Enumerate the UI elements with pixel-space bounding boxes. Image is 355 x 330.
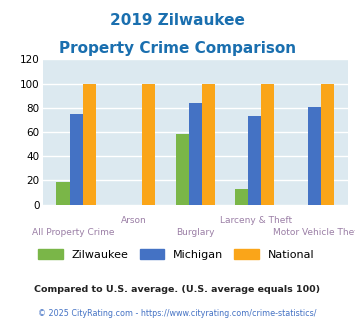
Bar [56, 182, 70, 205]
Text: Property Crime Comparison: Property Crime Comparison [59, 41, 296, 56]
Bar [308, 107, 321, 205]
Text: Burglary: Burglary [176, 228, 214, 237]
Text: All Property Crime: All Property Crime [32, 228, 114, 237]
Text: Compared to U.S. average. (U.S. average equals 100): Compared to U.S. average. (U.S. average … [34, 285, 321, 294]
Text: 2019 Zilwaukee: 2019 Zilwaukee [110, 13, 245, 28]
Text: Arson: Arson [121, 216, 147, 225]
Bar [70, 114, 83, 205]
Bar [202, 83, 215, 205]
Text: Motor Vehicle Theft: Motor Vehicle Theft [273, 228, 355, 237]
Bar [261, 83, 274, 205]
Text: Larceny & Theft: Larceny & Theft [220, 216, 293, 225]
Text: © 2025 CityRating.com - https://www.cityrating.com/crime-statistics/: © 2025 CityRating.com - https://www.city… [38, 309, 317, 317]
Bar [189, 103, 202, 205]
Bar [142, 83, 155, 205]
Bar [321, 83, 334, 205]
Legend: Zilwaukee, Michigan, National: Zilwaukee, Michigan, National [34, 245, 319, 264]
Bar [83, 83, 96, 205]
Bar [235, 189, 248, 205]
Bar [176, 134, 189, 205]
Bar [248, 116, 261, 205]
